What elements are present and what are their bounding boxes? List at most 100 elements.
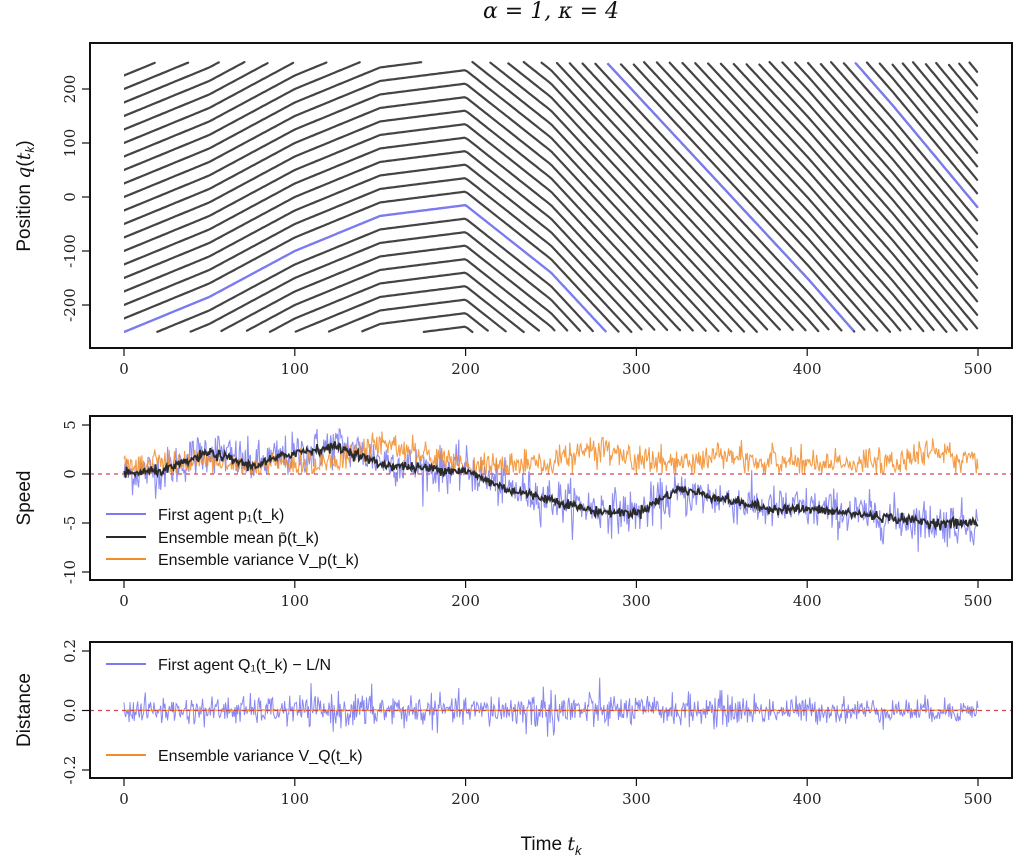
distance-ytick-label: 0.0 <box>61 699 79 723</box>
agent-trajectory <box>124 69 733 333</box>
position-ytick-label: -200 <box>61 288 79 322</box>
agent-trajectory <box>619 63 866 331</box>
position-xtick-label: 200 <box>451 360 480 378</box>
distance-xtick-label: 0 <box>119 790 129 808</box>
agent-trajectory <box>768 61 979 303</box>
distance-xtick-label: 400 <box>793 790 822 808</box>
agent-trajectory <box>632 63 879 332</box>
speed-xtick-label: 500 <box>964 592 993 610</box>
agent-trajectory <box>327 298 507 333</box>
agent-trajectory <box>681 61 925 333</box>
agent-trajectory <box>865 61 979 195</box>
agent-trajectory <box>124 61 830 331</box>
agent-trajectory <box>220 244 569 333</box>
position-panel: 0 100 200 300 400 500 -200 -100 0 100 200 Position… <box>13 42 1013 378</box>
agent-trajectory <box>124 177 633 333</box>
agent-trajectory <box>268 271 541 333</box>
agent-trajectory <box>124 136 669 331</box>
agent-trajectory <box>719 62 958 332</box>
distance-ytick-label: -0.2 <box>61 756 79 785</box>
speed-ytick-label: 0 <box>61 469 79 479</box>
distance-xtick-label: 500 <box>964 790 993 808</box>
speed-xtick-label: 400 <box>793 592 822 610</box>
position-ytick-label: -100 <box>61 234 79 268</box>
speed-xtick-label: 0 <box>119 592 129 610</box>
agent-trajectory <box>732 62 968 331</box>
agent-trajectory <box>794 61 979 276</box>
main-title: α = 1, κ = 4 <box>483 0 619 24</box>
distance-legend-label: Ensemble variance V_Q(t_k) <box>158 748 363 765</box>
agent-trajectory <box>781 61 979 289</box>
agent-trajectory <box>807 61 979 262</box>
position-xtick-label: 0 <box>119 360 129 378</box>
agent-trajectory <box>124 163 643 331</box>
speed-ylabel: Speed <box>14 471 35 526</box>
speed-frame <box>89 415 1013 581</box>
speed-legend-label: First agent p₁(t_k) <box>158 507 284 524</box>
agent-trajectory <box>668 61 912 331</box>
agent-trajectory <box>124 61 820 333</box>
distance-legend: First agent Q₁(t_k) − L/N Ensemble varian… <box>106 657 363 765</box>
agent-trajectory <box>842 62 979 222</box>
agent-trajectory <box>245 258 556 332</box>
position-axes: 0 100 200 300 400 500 -200 -100 0 100 200 <box>61 75 992 378</box>
agent-trajectory <box>891 63 979 168</box>
speed-axes: 0 100 200 300 400 500 -10 -5 0 5 <box>61 420 992 610</box>
agent-trajectory <box>924 63 979 127</box>
distance-xtick-label: 200 <box>451 790 480 808</box>
agent-trajectory <box>958 62 979 87</box>
speed-plot-area <box>90 427 1012 552</box>
agent-trajectory <box>124 82 720 333</box>
position-xtick-label: 500 <box>964 360 993 378</box>
position-ytick-label: 200 <box>61 75 79 104</box>
agent-trajectory <box>422 325 474 334</box>
agent-trajectory <box>901 62 979 154</box>
title-text: α = 1, κ = 4 <box>483 0 619 24</box>
distance-panel: 0 100 200 300 400 500 -0.2 0.0 0.2 Distance Firs… <box>14 639 1013 808</box>
agent-trajectory <box>124 61 794 331</box>
distance-ylabel: Distance <box>14 673 35 747</box>
distance-first-agent-line <box>123 677 979 737</box>
agent-trajectory <box>745 63 979 330</box>
speed-ytick-label: 5 <box>61 420 79 430</box>
distance-plot-area <box>90 677 1012 737</box>
first-agent-trajectory <box>124 61 979 334</box>
distance-ytick-label: 0.2 <box>61 639 79 663</box>
agent-trajectory <box>124 190 620 333</box>
agent-trajectory <box>643 61 892 333</box>
agent-trajectory <box>912 61 979 141</box>
agent-trajectory <box>124 61 807 332</box>
agent-trajectory <box>124 123 682 332</box>
agent-trajectory <box>830 61 979 235</box>
distance-xtick-label: 100 <box>280 790 309 808</box>
speed-legend: First agent p₁(t_k) Ensemble mean p̄(t_k)… <box>106 507 359 569</box>
agent-trajectory <box>124 109 694 332</box>
speed-ytick-label: -5 <box>61 516 79 531</box>
agent-trajectory <box>189 231 582 333</box>
agent-trajectory <box>968 61 979 73</box>
x-axis-title: Time tk <box>521 833 583 857</box>
speed-legend-label: Ensemble variance V_p(t_k) <box>158 552 359 569</box>
position-xtick-label: 400 <box>793 360 822 378</box>
agent-trajectory <box>124 150 656 331</box>
agent-trajectory <box>758 63 979 316</box>
speed-series-line <box>123 427 979 552</box>
agent-trajectory <box>819 62 979 249</box>
position-frame <box>89 42 1013 349</box>
agent-trajectory <box>156 217 594 333</box>
agent-trajectory <box>124 61 843 332</box>
distance-axes: 0 100 200 300 400 500 -0.2 0.0 0.2 <box>61 639 992 808</box>
speed-panel: 0 100 200 300 400 500 -10 -5 0 5 Speed First agen… <box>14 415 1013 610</box>
position-xtick-label: 100 <box>280 360 309 378</box>
agent-trajectory <box>707 62 948 333</box>
agent-trajectory <box>655 61 902 332</box>
position-ytick-label: 100 <box>61 129 79 158</box>
agent-trajectory <box>361 312 489 333</box>
distance-xtick-label: 300 <box>622 790 651 808</box>
position-ytick-label: 0 <box>61 192 79 202</box>
speed-series-line <box>123 441 979 531</box>
agent-trajectory <box>124 61 769 331</box>
speed-xtick-label: 300 <box>622 592 651 610</box>
speed-ytick-label: -10 <box>61 560 79 584</box>
